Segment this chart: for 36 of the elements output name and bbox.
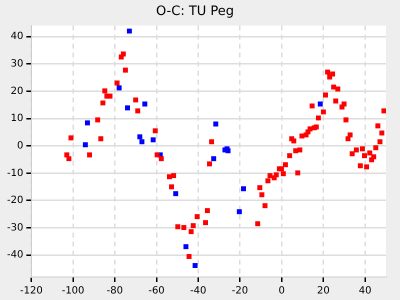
- x-tick-label: -40: [190, 286, 206, 297]
- point: [137, 134, 142, 140]
- y-tick-label: 30: [10, 58, 24, 70]
- x-tick-label: 40: [358, 286, 372, 297]
- y-tick-label: 20: [10, 86, 24, 97]
- point: [211, 156, 216, 162]
- point: [126, 28, 132, 34]
- y-tick-label: 10: [10, 113, 24, 124]
- x-tick-label: -60: [148, 286, 165, 297]
- point: [318, 102, 323, 106]
- point: [125, 105, 130, 110]
- point: [150, 137, 156, 142]
- y-tick-label: -30: [6, 222, 24, 234]
- y-tick-label: -20: [6, 195, 24, 206]
- x-tick-label: -100: [62, 286, 84, 297]
- y-tick-label: -10: [6, 168, 24, 179]
- x-tick-label: 0: [278, 286, 285, 297]
- point: [241, 186, 246, 192]
- x-tick-label: -20: [232, 286, 248, 297]
- point: [236, 209, 242, 214]
- x-tick-label: 20: [317, 286, 330, 297]
- x-tick-label: -120: [20, 286, 43, 297]
- point: [116, 85, 122, 90]
- point: [82, 142, 88, 148]
- point: [192, 263, 198, 268]
- point: [142, 102, 148, 106]
- point: [183, 244, 188, 250]
- point: [213, 122, 218, 126]
- y-tick-label: 40: [10, 31, 24, 42]
- chart-title: O-C: TU Peg: [156, 4, 234, 20]
- point: [139, 139, 144, 144]
- x-tick-label: -80: [106, 286, 123, 297]
- point: [84, 120, 90, 126]
- point: [173, 191, 178, 196]
- y-tick-label: -40: [6, 250, 24, 261]
- y-tick-label: 0: [16, 140, 24, 152]
